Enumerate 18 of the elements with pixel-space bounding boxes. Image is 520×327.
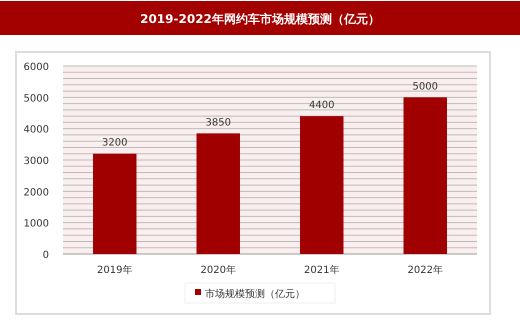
x-tick-label: 2022年 (408, 264, 443, 276)
x-tick-label: 2020年 (200, 264, 236, 276)
x-tick-label: 2019年 (97, 264, 132, 276)
y-tick-label: 3000 (24, 156, 49, 167)
legend: 市场规模预测（亿元） (184, 282, 336, 304)
data-label: 4400 (309, 100, 334, 112)
y-tick-label: 4000 (24, 124, 49, 136)
data-label: 3200 (102, 138, 128, 149)
y-tick-label: 5000 (24, 93, 49, 104)
y-tick-label: 1000 (24, 218, 49, 230)
data-label: 3850 (206, 117, 231, 128)
y-tick-label: 0 (42, 250, 49, 261)
data-label: 5000 (412, 81, 438, 92)
title: 2019-2022年网约车市场规模预测（亿元） (140, 12, 380, 26)
legend-label: 市场规模预测（亿元） (205, 288, 305, 300)
y-tick-label: 2000 (24, 187, 49, 198)
y-tick-label: 6000 (24, 62, 49, 73)
x-tick-label: 2021年 (304, 264, 340, 276)
